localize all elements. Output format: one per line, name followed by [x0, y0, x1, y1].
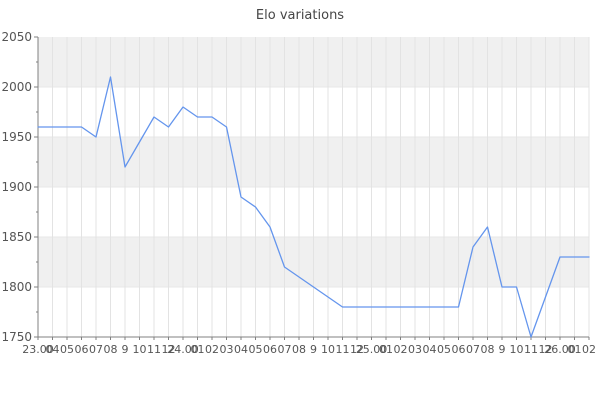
- x-tick-label: 06: [75, 343, 89, 356]
- x-tick-label: 10: [510, 343, 524, 356]
- x-tick-label: 01: [191, 343, 205, 356]
- elo-line-series: [37, 76, 590, 338]
- x-tick-label: 11: [336, 343, 350, 356]
- x-tick-label: 06: [452, 343, 466, 356]
- x-tick-label: 01: [379, 343, 393, 356]
- x-tick-label: 12: [539, 343, 553, 356]
- x-tick-label: 05: [249, 343, 263, 356]
- y-tick-label: 2050: [1, 30, 32, 44]
- x-tick-label: 25.00: [356, 343, 388, 356]
- y-tick-label: 1950: [1, 130, 32, 144]
- x-tick-label: 26.00: [544, 343, 576, 356]
- x-tick-label: 02: [582, 343, 596, 356]
- y-axis-ticks-and-labels: 2050 2000 1950 1900 1850 1800 1750: [1, 30, 38, 344]
- x-tick-label: 9: [310, 343, 317, 356]
- x-tick-label: 05: [437, 343, 451, 356]
- x-tick-label: 04: [234, 343, 248, 356]
- x-tick-label: 12: [162, 343, 176, 356]
- chart-title: Elo variations: [256, 8, 344, 23]
- x-tick-label: 02: [394, 343, 408, 356]
- y-tick-label: 1750: [1, 330, 32, 344]
- x-tick-label: 02: [205, 343, 219, 356]
- x-tick-label: 23.00: [22, 343, 54, 356]
- x-tick-label: 03: [220, 343, 234, 356]
- y-tick-label: 1800: [1, 280, 32, 294]
- x-tick-label: 03: [408, 343, 422, 356]
- y-tick-label: 1850: [1, 230, 32, 244]
- x-tick-label: 08: [481, 343, 495, 356]
- x-tick-label: 04: [423, 343, 437, 356]
- x-tick-label: 05: [60, 343, 74, 356]
- x-tick-label: 04: [46, 343, 60, 356]
- y-tick-label: 2000: [1, 80, 32, 94]
- x-tick-label: 08: [292, 343, 306, 356]
- elo-line: [37, 76, 590, 338]
- x-tick-label: 08: [104, 343, 118, 356]
- x-tick-label: 07: [278, 343, 292, 356]
- x-tick-label: 11: [524, 343, 538, 356]
- vertical-gridlines: [52, 37, 590, 337]
- x-tick-label: 9: [499, 343, 506, 356]
- y-tick-label: 1900: [1, 180, 32, 194]
- x-tick-label: 24.00: [167, 343, 199, 356]
- x-tick-label: 10: [133, 343, 147, 356]
- x-tick-label: 06: [263, 343, 277, 356]
- x-tick-label: 10: [321, 343, 335, 356]
- x-tick-label: 11: [147, 343, 161, 356]
- x-tick-label: 07: [89, 343, 103, 356]
- x-tick-label: 12: [350, 343, 364, 356]
- x-tick-label: 9: [122, 343, 129, 356]
- x-tick-label: 07: [466, 343, 480, 356]
- x-tick-label: 01: [568, 343, 582, 356]
